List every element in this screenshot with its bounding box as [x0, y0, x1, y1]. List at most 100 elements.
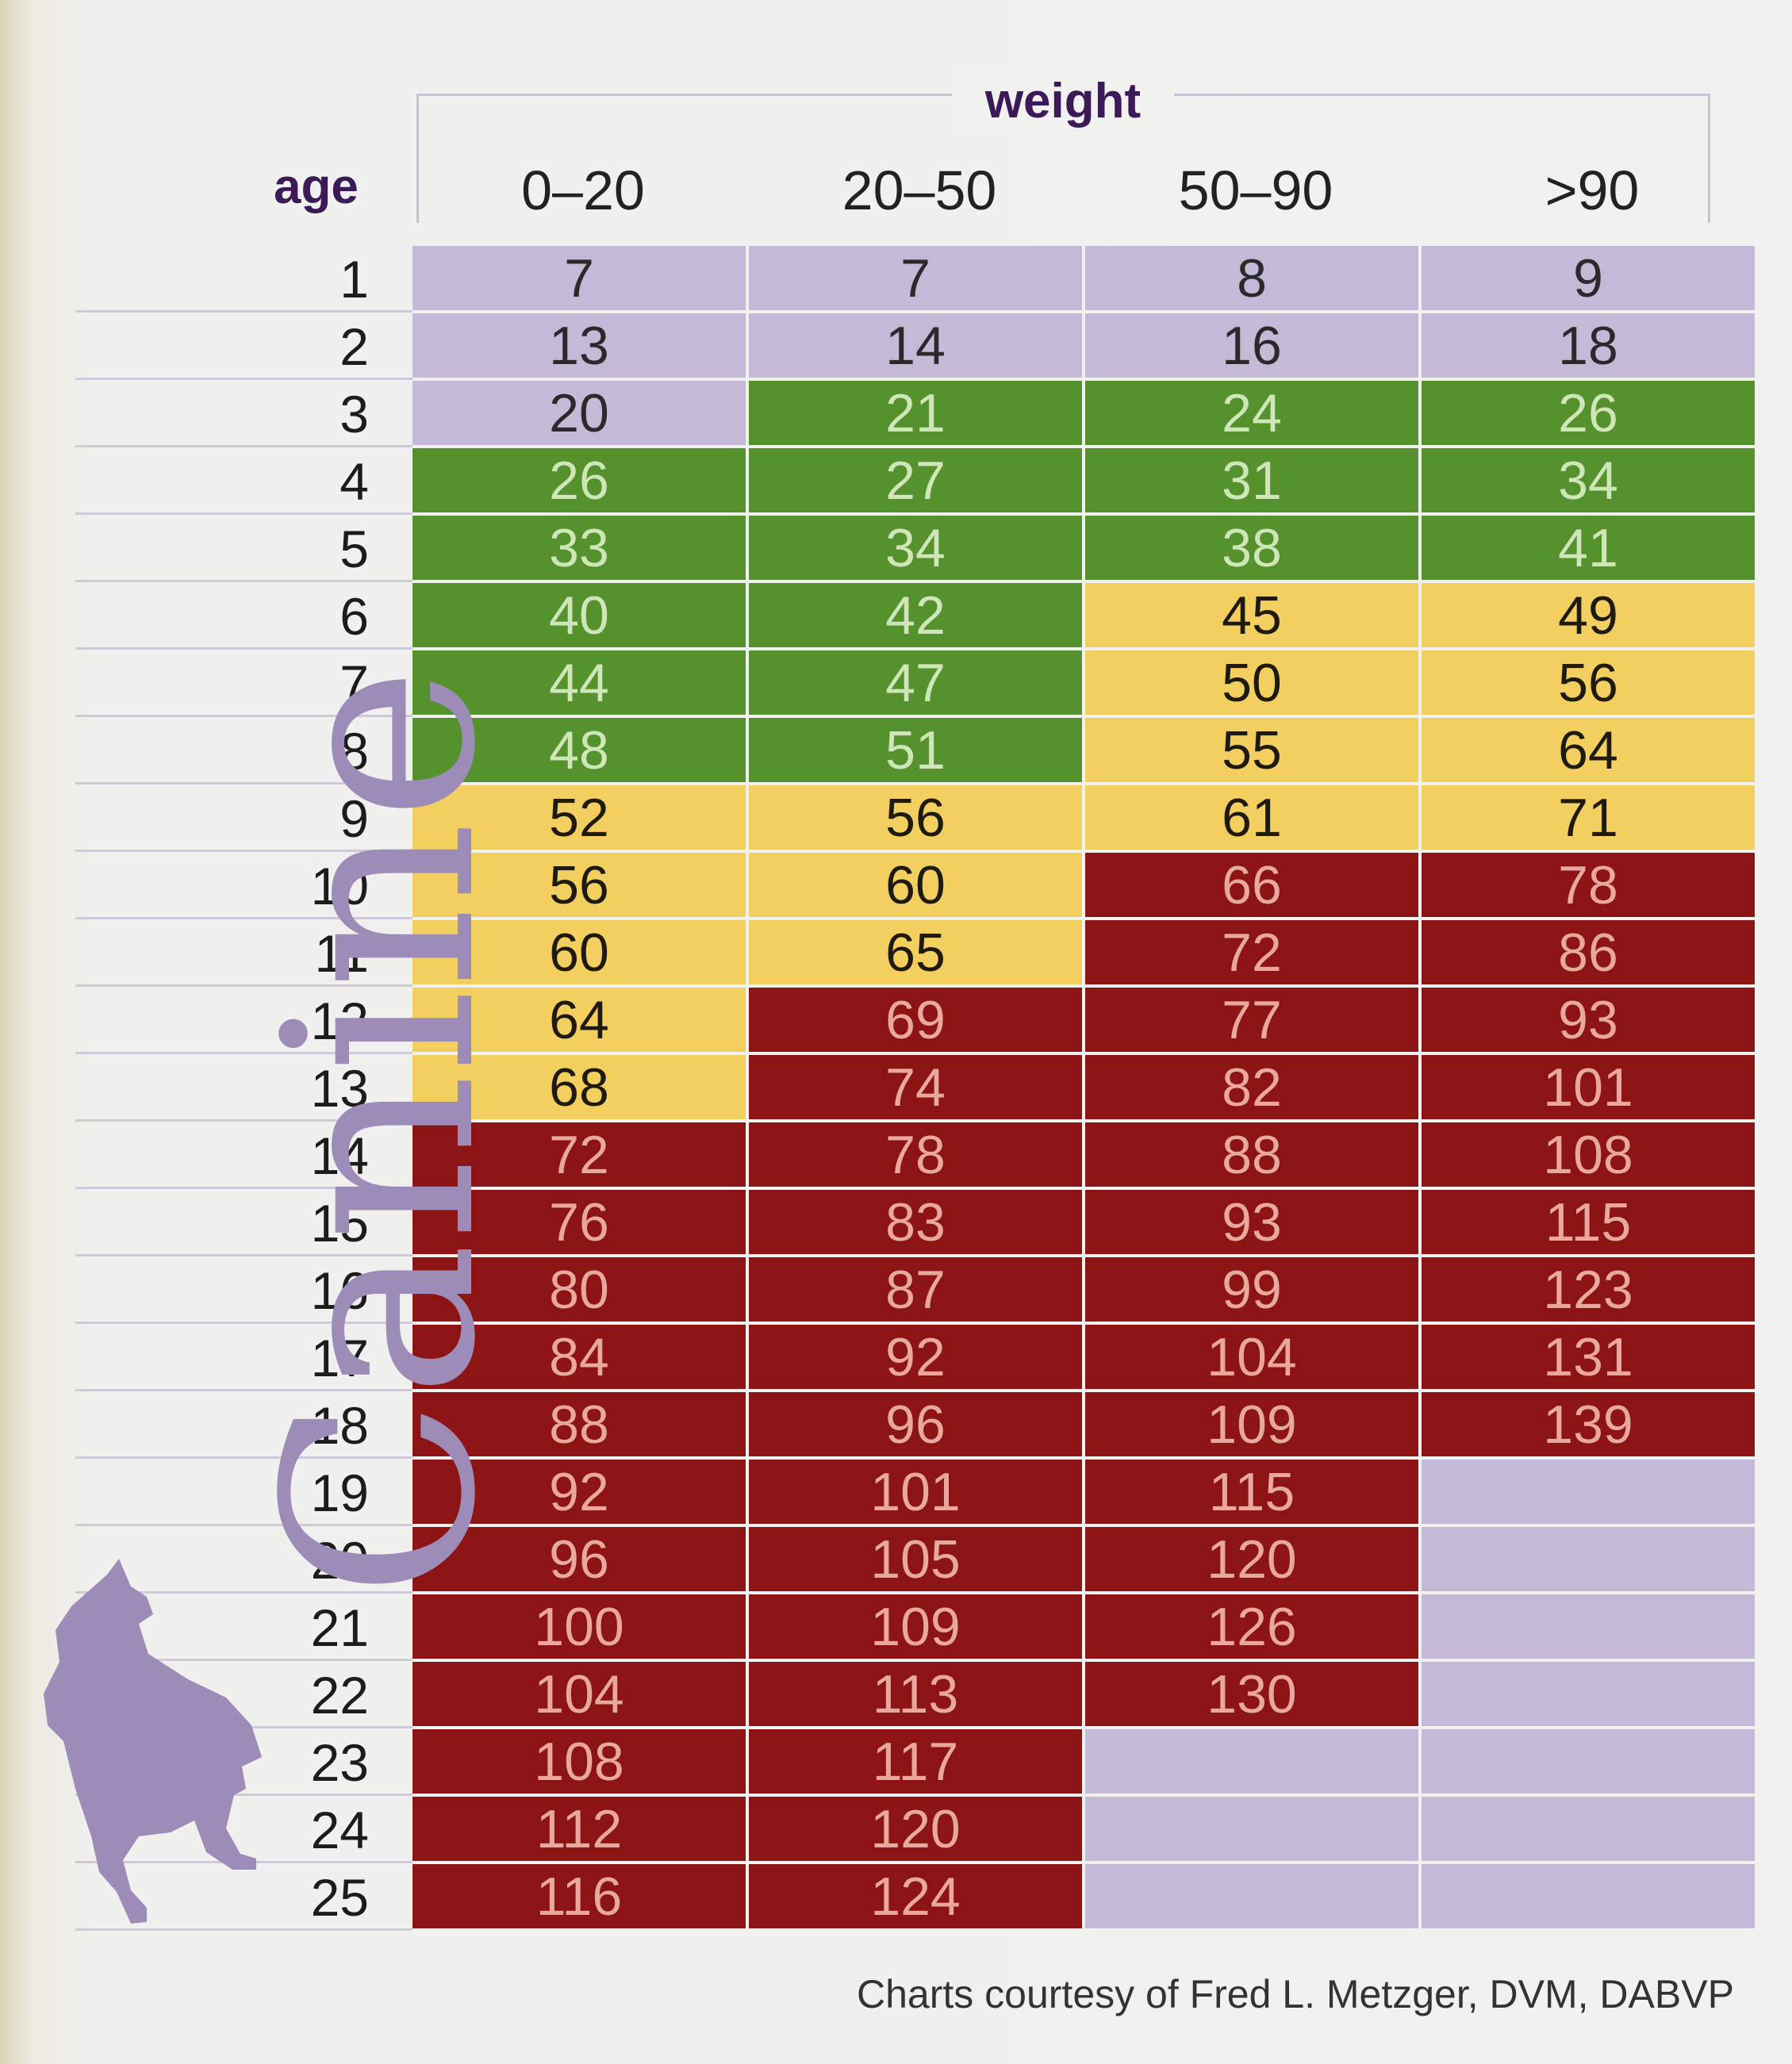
cell-age-25-weight-20-50: 124 [749, 1864, 1082, 1932]
age-label-24: 24 [310, 1801, 369, 1859]
cell-age-20-weight-50-90: 120 [1085, 1527, 1418, 1594]
row-rule-line [75, 1591, 413, 1594]
cell-age-22-weight-0-20: 104 [413, 1662, 746, 1729]
cell-value: 78 [1558, 854, 1618, 915]
column-header-50-90: 50–90 [1178, 159, 1333, 221]
cell-age-10-weight-0-20: 56 [413, 853, 746, 920]
cell-value: 96 [885, 1394, 946, 1455]
cell-age-21-weight-over-90 [1422, 1594, 1755, 1662]
cell-age-8-weight-20-50: 51 [749, 718, 1082, 785]
cell-value: 56 [549, 854, 609, 915]
cell-value: 7 [900, 247, 931, 309]
cell-value: 42 [885, 585, 946, 646]
cell-value: 120 [870, 1798, 961, 1859]
cell-age-19-weight-over-90 [1422, 1460, 1755, 1527]
cell-age-13-weight-20-50: 74 [749, 1055, 1082, 1122]
cell-age-18-weight-over-90: 139 [1422, 1392, 1755, 1460]
cell-value: 45 [1222, 585, 1282, 646]
cell-age-6-weight-20-50: 42 [749, 583, 1082, 650]
cell-value: 49 [1558, 585, 1618, 646]
cell-age-3-weight-50-90: 24 [1085, 381, 1418, 448]
cell-value: 88 [549, 1394, 609, 1455]
cell-value: 124 [870, 1866, 961, 1927]
cell-age-9-weight-over-90: 71 [1422, 785, 1755, 853]
cell-age-4-weight-0-20: 26 [413, 448, 746, 516]
row-rule-line [75, 1524, 413, 1526]
cell-value: 117 [872, 1731, 959, 1792]
cell-age-19-weight-0-20: 92 [413, 1460, 746, 1527]
cell-age-5-weight-50-90: 38 [1085, 516, 1418, 583]
row-rule-line [75, 1187, 413, 1189]
cell-value: 84 [549, 1326, 609, 1387]
cell-age-17-weight-20-50: 92 [749, 1325, 1082, 1392]
cell-value: 115 [1208, 1461, 1295, 1522]
cell-age-4-weight-over-90: 34 [1422, 448, 1755, 516]
row-rule-line [75, 512, 413, 515]
age-label-13: 13 [310, 1059, 369, 1118]
cell-value: 101 [1543, 1057, 1633, 1118]
column-header-20-50: 20–50 [842, 159, 997, 221]
age-label-17: 17 [310, 1329, 369, 1387]
cell-value: 109 [1207, 1394, 1297, 1455]
cell-age-3-weight-over-90: 26 [1422, 381, 1755, 448]
row-rule-line [75, 378, 413, 380]
row-rule-line [75, 715, 413, 717]
cell-age-6-weight-over-90: 49 [1422, 583, 1755, 650]
cell-value: 139 [1543, 1394, 1633, 1455]
cell-value: 78 [885, 1124, 946, 1185]
cell-age-21-weight-50-90: 126 [1085, 1594, 1418, 1662]
age-label-22: 22 [310, 1666, 369, 1724]
age-label-14: 14 [310, 1126, 369, 1185]
cell-value: 82 [1222, 1057, 1282, 1118]
row-rule-line [75, 1794, 413, 1796]
cell-age-1-weight-over-90: 9 [1422, 246, 1755, 313]
cell-age-8-weight-50-90: 55 [1085, 718, 1418, 785]
age-label-1: 1 [340, 250, 369, 309]
cell-age-22-weight-over-90 [1422, 1662, 1755, 1729]
cell-age-8-weight-0-20: 48 [413, 718, 746, 785]
age-label-12: 12 [310, 992, 369, 1050]
cell-age-15-weight-0-20: 76 [413, 1190, 746, 1257]
cell-value: 20 [549, 382, 609, 443]
cell-age-11-weight-over-90: 86 [1422, 920, 1755, 988]
cell-value: 101 [870, 1461, 961, 1522]
cell-age-15-weight-50-90: 93 [1085, 1190, 1418, 1257]
cell-age-20-weight-20-50: 105 [749, 1527, 1082, 1594]
cell-value: 9 [1573, 247, 1603, 309]
cell-value: 56 [885, 787, 946, 848]
age-label-23: 23 [310, 1733, 369, 1792]
cell-age-13-weight-0-20: 68 [413, 1055, 746, 1122]
cell-age-13-weight-over-90: 101 [1422, 1055, 1755, 1122]
cell-value: 126 [1207, 1596, 1297, 1657]
row-rule-line [75, 1052, 413, 1054]
cell-value: 120 [1207, 1529, 1297, 1590]
cell-age-14-weight-0-20: 72 [413, 1122, 746, 1190]
age-label-25: 25 [310, 1868, 369, 1927]
cell-value: 104 [534, 1663, 624, 1724]
cell-value: 61 [1222, 787, 1282, 848]
row-rule-line [75, 1928, 413, 1931]
cell-age-23-weight-20-50: 117 [749, 1729, 1082, 1797]
cell-age-10-weight-over-90: 78 [1422, 853, 1755, 920]
cell-value: 64 [549, 989, 609, 1050]
cell-value: 41 [1558, 517, 1618, 578]
age-label-21: 21 [310, 1598, 369, 1657]
cell-age-19-weight-20-50: 101 [749, 1460, 1082, 1527]
cell-age-21-weight-0-20: 100 [413, 1594, 746, 1662]
cell-value: 33 [549, 517, 609, 578]
row-rule-line [75, 917, 413, 919]
row-rule-line [75, 1119, 413, 1122]
cell-age-20-weight-over-90 [1422, 1527, 1755, 1594]
cell-age-5-weight-20-50: 34 [749, 516, 1082, 583]
cell-value: 123 [1543, 1259, 1633, 1320]
cell-age-22-weight-50-90: 130 [1085, 1662, 1418, 1729]
cell-value: 72 [1222, 922, 1282, 983]
cell-age-16-weight-over-90: 123 [1422, 1257, 1755, 1325]
cell-age-2-weight-0-20: 13 [413, 313, 746, 381]
cell-value: 14 [885, 315, 946, 376]
cell-age-23-weight-0-20: 108 [413, 1729, 746, 1797]
cell-age-3-weight-20-50: 21 [749, 381, 1082, 448]
age-label-9: 9 [340, 789, 369, 848]
cell-value: 65 [885, 922, 946, 983]
age-label-7: 7 [340, 654, 369, 713]
